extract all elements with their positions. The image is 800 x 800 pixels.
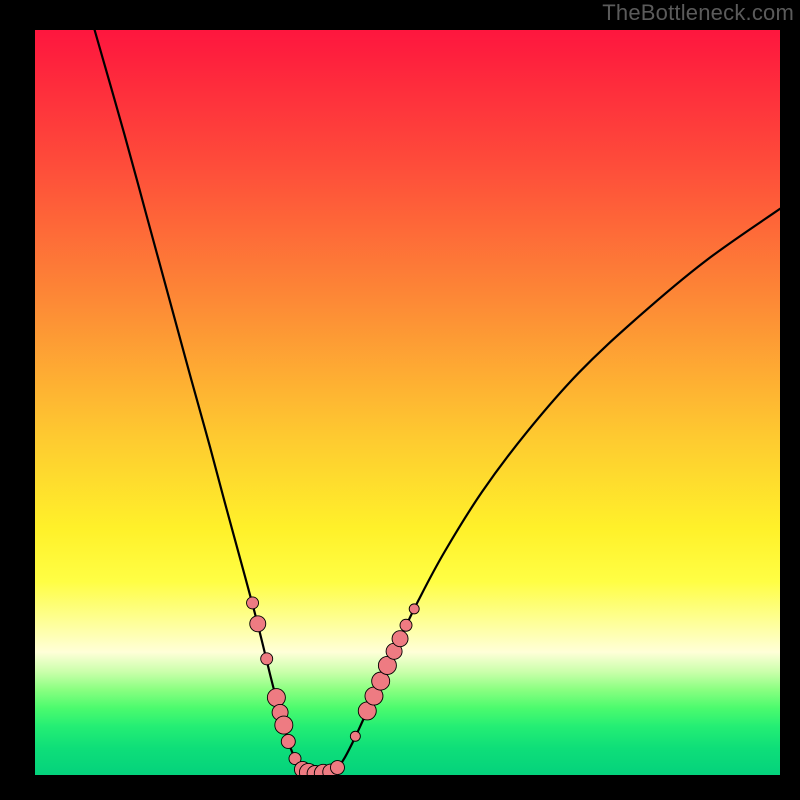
plot-svg [35, 30, 780, 775]
data-marker [247, 597, 259, 609]
data-marker [261, 653, 273, 665]
data-marker [281, 734, 295, 748]
watermark-label: TheBottleneck.com [602, 0, 794, 26]
data-marker [267, 689, 285, 707]
data-marker [330, 761, 344, 775]
data-marker [275, 716, 293, 734]
data-marker [350, 731, 360, 741]
chart-frame: TheBottleneck.com [0, 0, 800, 800]
data-marker [400, 619, 412, 631]
data-marker [392, 631, 408, 647]
data-marker [409, 604, 419, 614]
data-marker [250, 616, 266, 632]
plot-background [35, 30, 780, 775]
plot-area [35, 30, 780, 775]
